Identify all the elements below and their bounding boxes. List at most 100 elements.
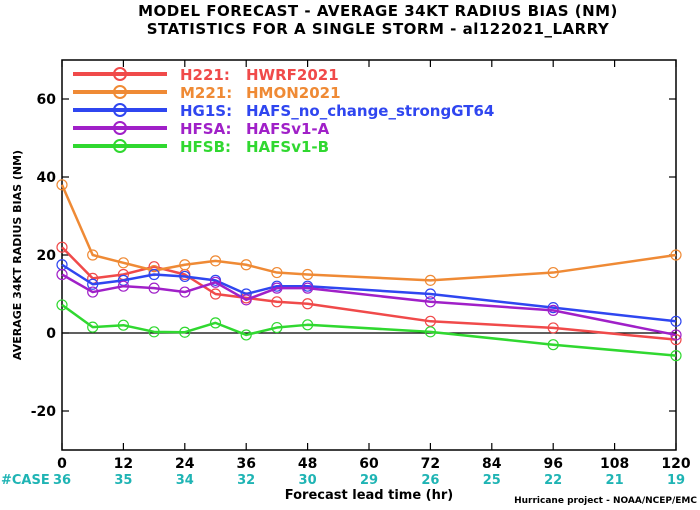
legend-marker [113, 85, 127, 99]
data-point [547, 304, 559, 316]
y-tick-label: 60 [37, 92, 57, 108]
x-axis-ticks: 0 12 24 36 48 60 72 84 96 108 120 [57, 60, 691, 472]
x-tick-label: 48 [298, 456, 317, 472]
case-count-label: 34 [176, 473, 194, 488]
legend-item: HFSB: HAFSv1-B [73, 138, 329, 156]
data-point [240, 294, 252, 306]
data-point [240, 259, 252, 271]
x-tick-label: 12 [114, 456, 133, 472]
case-count-label: 36 [53, 473, 71, 488]
series-layer [56, 179, 682, 362]
data-point [670, 350, 682, 362]
credit-text: Hurricane project - NOAA/NCEP/EMC [514, 496, 697, 506]
data-point [179, 286, 191, 298]
legend-name: HWRF2021 [246, 66, 339, 84]
x-tick-label: 72 [421, 456, 440, 472]
legend-name: HAFSv1-A [246, 120, 330, 138]
data-point [117, 257, 130, 269]
data-point [271, 321, 283, 334]
data-point [547, 302, 559, 314]
data-point [209, 317, 222, 329]
data-point [179, 259, 191, 271]
legend: H221: HWRF2021 M221: HMON2021 HG1S: HAFS_no_c… [73, 66, 494, 156]
data-point [271, 296, 283, 308]
legend-item: H221: HWRF2021 [73, 66, 339, 84]
legend-name: HAFSv1-B [246, 138, 329, 156]
case-count-label: 30 [299, 473, 317, 488]
case-count-label: 29 [360, 473, 378, 488]
series-4 [56, 299, 682, 362]
legend-name: HMON2021 [246, 84, 341, 102]
chart-title-line1: MODEL FORECAST - AVERAGE 34KT RADIUS BIA… [138, 2, 618, 20]
data-point [670, 315, 682, 327]
case-count-label: 32 [237, 473, 255, 488]
data-point [56, 268, 68, 281]
data-point [302, 268, 314, 281]
case-row-label: #CASE [1, 473, 50, 488]
legend-code: M221: [180, 84, 232, 102]
data-point [424, 288, 436, 300]
data-point [87, 286, 99, 298]
data-point [240, 329, 252, 341]
data-point [302, 282, 314, 294]
y-axis-ticks: -20 0 20 40 60 [31, 92, 676, 420]
y-tick-label: 40 [37, 170, 57, 186]
data-point [179, 270, 191, 283]
data-point [209, 288, 222, 300]
data-point [209, 255, 222, 267]
legend-code: HFSB: [180, 138, 231, 156]
data-point [271, 282, 283, 294]
case-count-label: 26 [421, 473, 439, 488]
data-point [670, 329, 682, 341]
legend-code: HG1S: [180, 102, 232, 120]
legend-code: HFSA: [180, 120, 232, 138]
legend-marker [113, 139, 127, 153]
legend-item: HFSA: HAFSv1-A [73, 120, 330, 138]
data-point [302, 319, 314, 331]
y-tick-label: 20 [37, 248, 57, 264]
data-point [117, 280, 130, 292]
x-axis-title: Forecast lead time (hr) [285, 488, 453, 503]
case-count-label: 21 [606, 473, 624, 488]
data-point [424, 326, 436, 338]
x-tick-label: 120 [661, 456, 690, 472]
case-count-row: 36 35 34 32 30 29 26 25 22 21 19 [53, 473, 685, 488]
y-axis-title: AVERAGE 34KT RADIUS BIAS (NM) [11, 150, 24, 360]
x-tick-label: 36 [236, 456, 255, 472]
data-point [424, 274, 436, 286]
data-point [424, 296, 436, 308]
legend-item: HG1S: HAFS_no_change_strongGT64 [73, 102, 494, 120]
y-tick-label: 0 [46, 326, 56, 342]
data-point [547, 266, 559, 279]
legend-marker [113, 67, 127, 81]
x-tick-label: 24 [175, 456, 195, 472]
chart-title-line2: STATISTICS FOR A SINGLE STORM - al122021… [147, 20, 610, 38]
legend-code: H221: [180, 66, 230, 84]
data-point [209, 276, 222, 288]
case-count-label: 19 [667, 473, 685, 488]
x-tick-label: 84 [482, 456, 502, 472]
legend-item: M221: HMON2021 [73, 84, 341, 102]
data-point [117, 319, 130, 331]
x-tick-label: 108 [600, 456, 629, 472]
data-point [56, 299, 68, 311]
data-point [547, 339, 559, 351]
data-point [670, 249, 682, 261]
series-1 [56, 179, 682, 286]
data-point [87, 249, 99, 261]
data-point [302, 298, 314, 310]
data-point [87, 321, 99, 333]
data-point [148, 268, 160, 281]
data-point [547, 322, 559, 334]
data-point [87, 278, 99, 290]
x-tick-label: 0 [57, 456, 67, 472]
case-count-label: 22 [544, 473, 562, 488]
legend-marker [113, 121, 127, 135]
y-tick-label: -20 [31, 404, 57, 420]
data-point [56, 179, 68, 191]
legend-name: HAFS_no_change_strongGT64 [246, 102, 494, 120]
x-tick-label: 60 [359, 456, 379, 472]
data-point [148, 326, 160, 338]
